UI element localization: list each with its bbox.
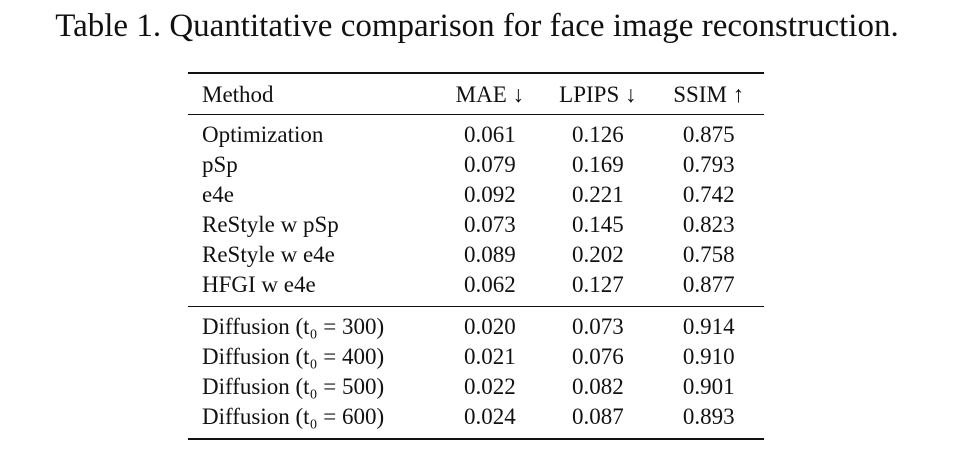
method-cell: ReStyle w pSp (202, 212, 339, 237)
ssim-cell: 0.910 (682, 344, 735, 369)
header-ssim: SSIM ↑ (653, 72, 764, 115)
header-mae: MAE ↓ (437, 72, 543, 115)
header-row: Method MAE ↓ LPIPS ↓ SSIM ↑ (188, 72, 764, 115)
baseline-group: Optimization 0.061 0.126 0.875 pSp 0.079… (188, 114, 764, 307)
ssim-cell: 0.914 (653, 306, 764, 342)
table-row-best: Diffusion (t₀ = 300) 0.020 0.073 0.914 (188, 306, 764, 342)
method-cell: e4e (202, 182, 234, 207)
header-method: Method (188, 72, 438, 115)
results-table-container: Method MAE ↓ LPIPS ↓ SSIM ↑ Optimization… (188, 72, 764, 440)
ssim-cell: 0.823 (682, 212, 735, 237)
table-row: ReStyle w e4e 0.089 0.202 0.758 (188, 240, 764, 270)
method-cell: Diffusion (t₀ = 600) (188, 402, 438, 440)
table-row: HFGI w e4e 0.062 0.127 0.877 (188, 270, 764, 307)
ssim-cell: 0.758 (682, 242, 735, 267)
ssim-cell: 0.793 (682, 152, 735, 177)
method-cell: ReStyle w e4e (202, 242, 335, 267)
lpips-cell: 0.126 (542, 114, 654, 150)
header-lpips: LPIPS ↓ (542, 72, 654, 115)
table-row: Diffusion (t₀ = 500) 0.022 0.082 0.901 (188, 372, 764, 402)
mae-cell: 0.073 (463, 212, 516, 237)
table-row: pSp 0.079 0.169 0.793 (188, 150, 764, 180)
lpips-cell: 0.169 (571, 152, 624, 177)
mae-cell: 0.022 (463, 374, 516, 399)
mae-cell: 0.092 (463, 182, 516, 207)
method-cell: HFGI w e4e (202, 272, 316, 297)
diffusion-group: Diffusion (t₀ = 300) 0.020 0.073 0.914 D… (188, 306, 764, 440)
mae-cell: 0.079 (463, 152, 516, 177)
method-cell: Diffusion (t₀ = 500) (202, 374, 385, 399)
method-cell: pSp (202, 152, 238, 177)
table-row: ReStyle w pSp 0.073 0.145 0.823 (188, 210, 764, 240)
mae-cell: 0.061 (437, 114, 543, 150)
method-cell: Diffusion (t₀ = 400) (202, 344, 385, 369)
results-table: Method MAE ↓ LPIPS ↓ SSIM ↑ Optimization… (188, 72, 764, 440)
lpips-cell: 0.076 (571, 344, 624, 369)
table-row: e4e 0.092 0.221 0.742 (188, 180, 764, 210)
table-row: Diffusion (t₀ = 600) 0.024 0.087 0.893 (188, 402, 764, 440)
table-row: Optimization 0.061 0.126 0.875 (188, 114, 764, 150)
ssim-cell: 0.901 (682, 374, 735, 399)
lpips-cell: 0.087 (542, 402, 654, 440)
table-caption: Table 1. Quantitative comparison for fac… (55, 8, 899, 44)
lpips-cell: 0.202 (571, 242, 624, 267)
ssim-cell: 0.893 (653, 402, 764, 440)
ssim-cell: 0.877 (682, 272, 735, 297)
lpips-cell: 0.221 (571, 182, 624, 207)
ssim-cell: 0.875 (653, 114, 764, 150)
lpips-cell: 0.073 (542, 306, 654, 342)
lpips-cell: 0.082 (571, 374, 624, 399)
lpips-cell: 0.127 (571, 272, 624, 297)
mae-cell: 0.062 (463, 272, 516, 297)
mae-cell: 0.020 (437, 306, 543, 342)
mae-cell: 0.021 (463, 344, 516, 369)
table-row: Diffusion (t₀ = 400) 0.021 0.076 0.910 (188, 342, 764, 372)
mae-cell: 0.024 (437, 402, 543, 440)
method-cell: Optimization (188, 114, 438, 150)
method-cell: Diffusion (t₀ = 300) (188, 306, 438, 342)
mae-cell: 0.089 (463, 242, 516, 267)
lpips-cell: 0.145 (571, 212, 624, 237)
ssim-cell: 0.742 (682, 182, 735, 207)
